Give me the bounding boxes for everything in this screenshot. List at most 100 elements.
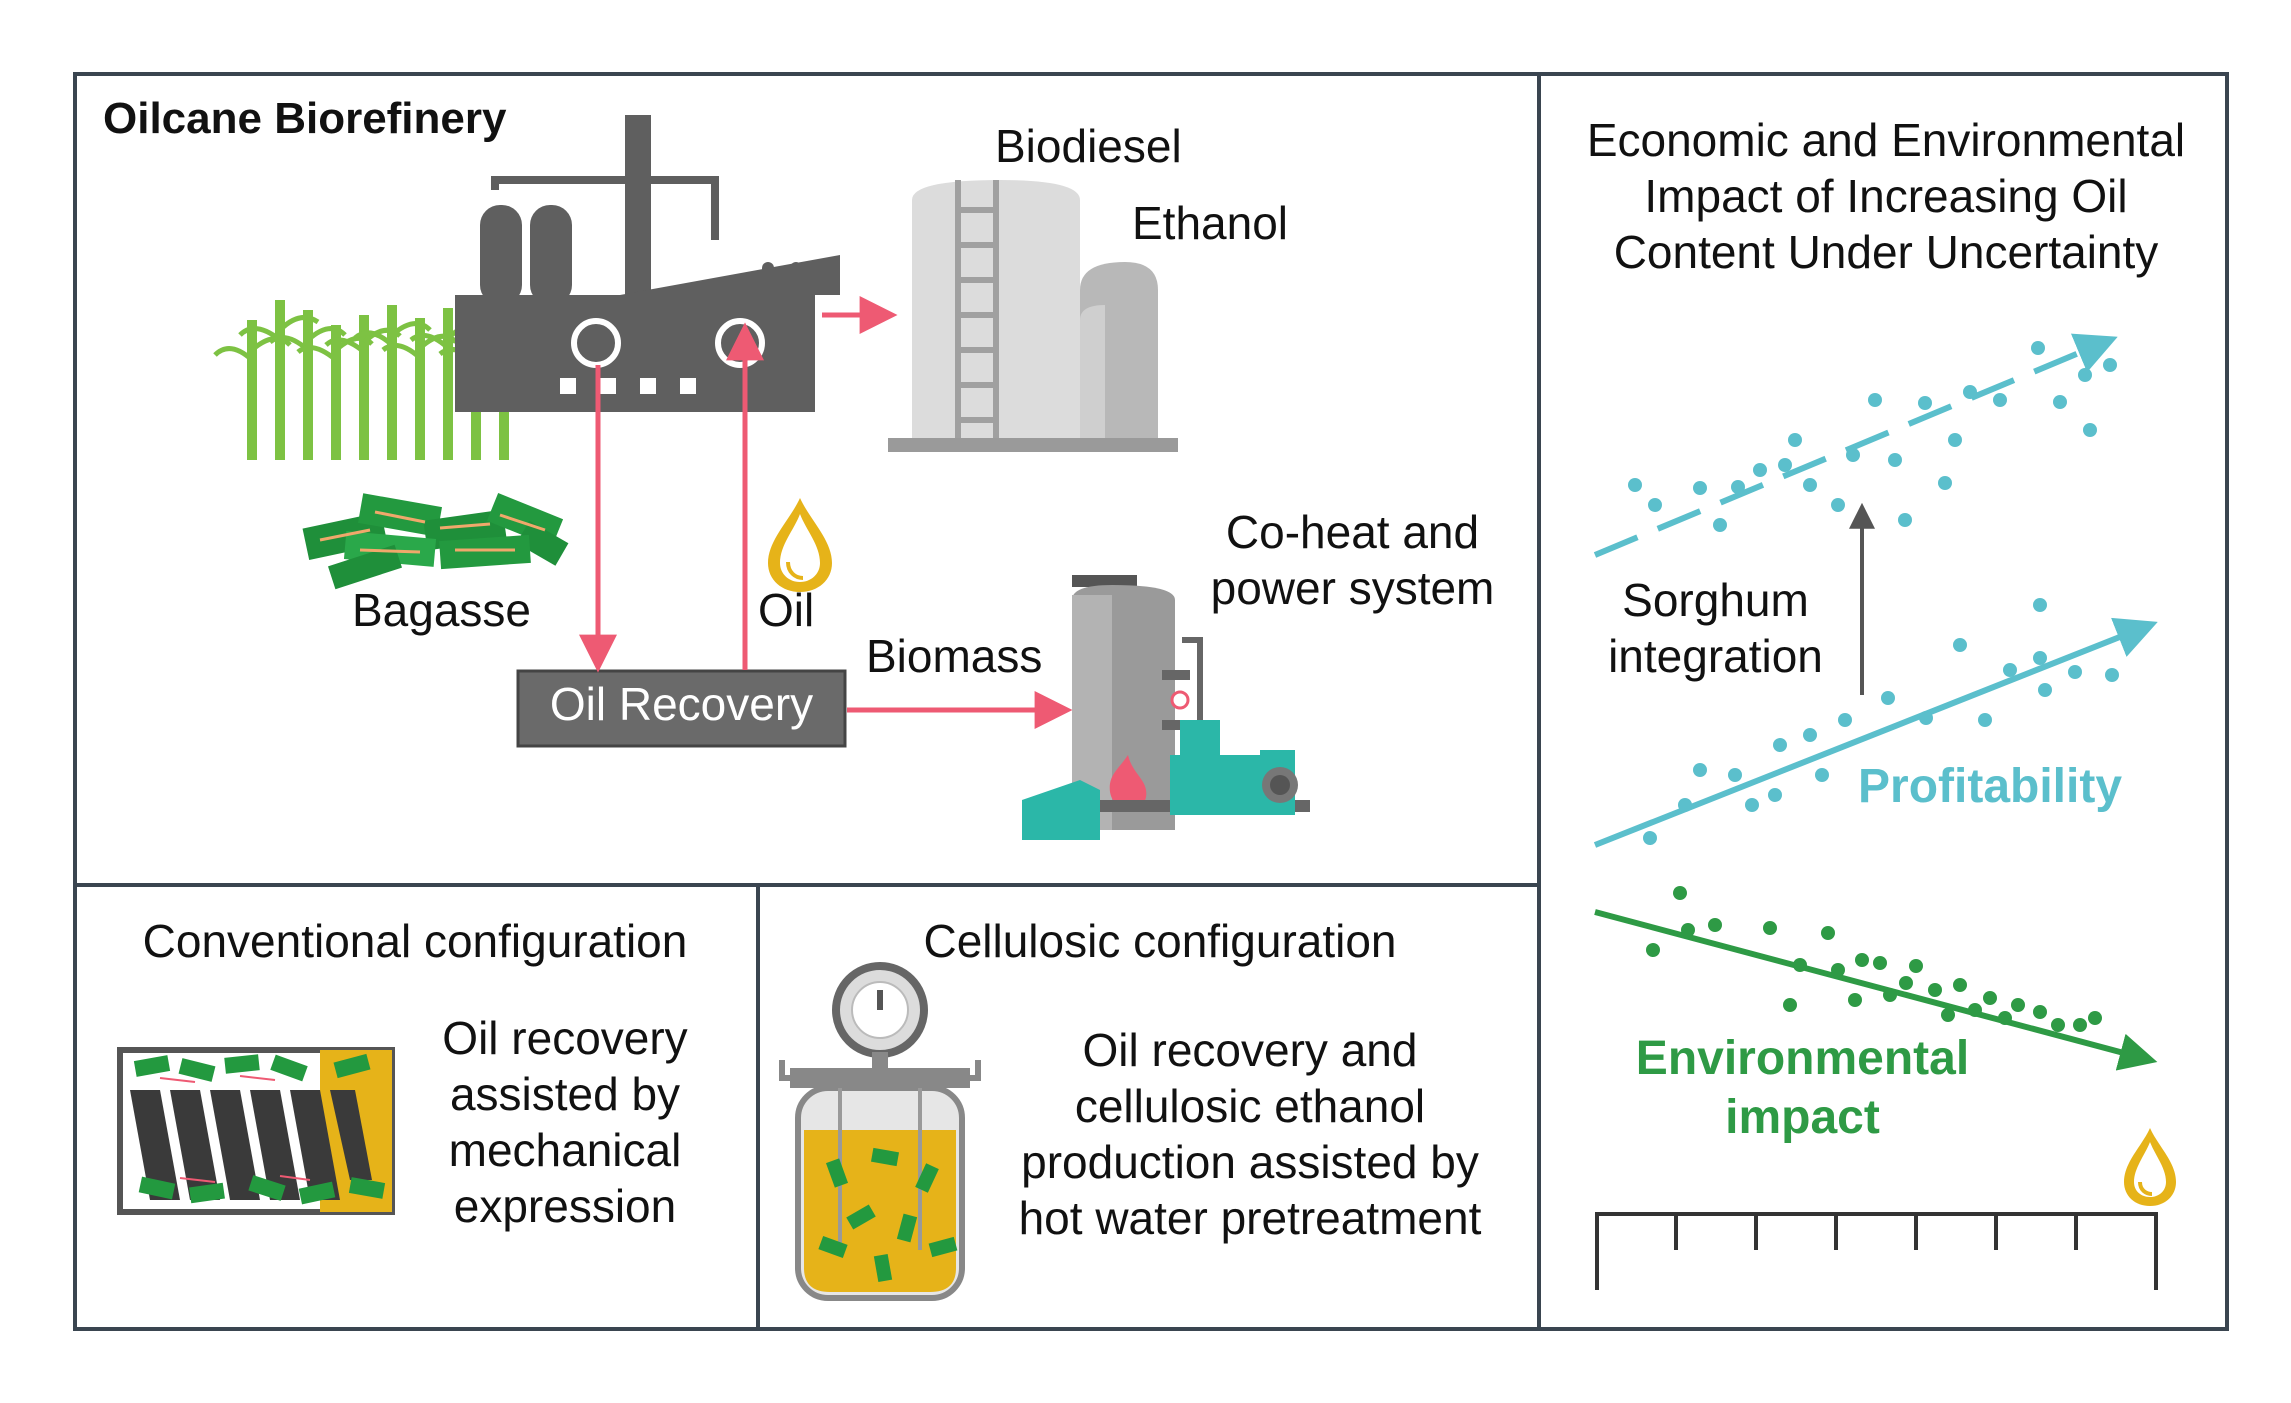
- conventional-desc-line: assisted by: [449, 1068, 681, 1121]
- conventional-desc-line: expression: [453, 1180, 677, 1233]
- scatter-point: [2103, 358, 2117, 372]
- oil-recovery-box: [516, 669, 847, 748]
- scatter-point: [2038, 683, 2052, 697]
- scatter-point: [1628, 478, 1642, 492]
- scatter-point: [1745, 798, 1759, 812]
- scatter-point: [2073, 1018, 2087, 1032]
- scatter-point: [1693, 481, 1707, 495]
- chp-system-icon: [1022, 575, 1310, 840]
- scatter-point: [1998, 1011, 2012, 1025]
- scatter-point: [1978, 713, 1992, 727]
- biomass-label: Biomass: [866, 630, 1043, 682]
- scatter-point: [1968, 1003, 1982, 1017]
- scatter-point: [2031, 341, 2045, 355]
- scatter-point: [1983, 991, 1997, 1005]
- panel-borders: [73, 72, 2229, 1331]
- scatter-point: [2083, 423, 2097, 437]
- scatter-point: [1713, 518, 1727, 532]
- cellulosic-desc-line: production assisted by: [1021, 1136, 1479, 1189]
- scatter-point: [1815, 768, 1829, 782]
- scatter-point: [2068, 665, 2082, 679]
- scatter-point: [1909, 959, 1923, 973]
- right-panel-title: Economic and Environmental Impact of Inc…: [1545, 112, 2227, 280]
- oil-label: Oil: [758, 584, 815, 636]
- scatter-point: [1708, 918, 1722, 932]
- scatter-point: [1681, 923, 1695, 937]
- ethanol-label: Ethanol: [1132, 197, 1289, 249]
- scatter-point: [1803, 728, 1817, 742]
- profitability-scatter-points: [1643, 598, 2119, 845]
- scatter-point: [1763, 921, 1777, 935]
- scatter-point: [1773, 738, 1787, 752]
- scatter-point: [2003, 663, 2017, 677]
- scatter-point: [1848, 993, 1862, 1007]
- scatter-point: [2053, 395, 2067, 409]
- scatter-point: [1898, 513, 1912, 527]
- cellulosic-title: Cellulosic configuration: [923, 915, 1397, 967]
- environmental-scatter-points: [1646, 886, 2102, 1032]
- impact-chart: [1593, 333, 2176, 1290]
- scatter-point: [1731, 480, 1745, 494]
- scatter-point: [1963, 385, 1977, 399]
- environmental-impact-label: Environmental impact: [1600, 1030, 2005, 1147]
- scatter-point: [2011, 998, 2025, 1012]
- cellulosic-description: Oil recovery and cellulosic ethanol prod…: [980, 1022, 1520, 1246]
- scatter-point: [1838, 713, 1852, 727]
- scatter-point: [2078, 368, 2092, 382]
- scatter-point: [1753, 463, 1767, 477]
- scatter-point: [1831, 498, 1845, 512]
- conventional-description: Oil recovery assisted by mechanical expr…: [400, 1010, 730, 1234]
- scatter-point: [1803, 478, 1817, 492]
- environmental-label-line: impact: [1725, 1090, 1880, 1144]
- sorghum-label-line: integration: [1608, 630, 1823, 683]
- chp-label-line: power system: [1210, 562, 1495, 615]
- scatter-point: [1918, 396, 1932, 410]
- chp-label-line: Co-heat and: [1225, 506, 1480, 558]
- scatter-point: [1948, 433, 1962, 447]
- scatter-point: [1643, 831, 1657, 845]
- scatter-point: [1778, 458, 1792, 472]
- scatter-point: [1953, 638, 1967, 652]
- factory-icon: [455, 115, 840, 412]
- scatter-point: [1673, 886, 1687, 900]
- oil-drop-icon: [768, 498, 832, 592]
- bagasse-label: Bagasse: [352, 584, 532, 636]
- right-title-line: Content Under Uncertainty: [1613, 226, 2159, 279]
- scatter-point: [1855, 953, 1869, 967]
- conventional-title: Conventional configuration: [142, 915, 688, 967]
- scatter-point: [2088, 1011, 2102, 1025]
- scatter-point: [1953, 978, 1967, 992]
- pressure-reactor-icon: [779, 962, 981, 1301]
- cellulosic-desc-line: Oil recovery and: [1082, 1024, 1418, 1076]
- scatter-point: [1881, 691, 1895, 705]
- scatter-point: [1646, 943, 1660, 957]
- oil-content-axis: [1595, 1212, 2158, 1290]
- scatter-point: [2033, 598, 2047, 612]
- conventional-desc-line: Oil recovery: [442, 1012, 688, 1064]
- mechanical-press-icon: [117, 1047, 395, 1215]
- scatter-point: [1873, 956, 1887, 970]
- scatter-point: [1846, 448, 1860, 462]
- storage-tanks-icon: [888, 180, 1178, 452]
- scatter-point: [1928, 983, 1942, 997]
- scatter-point: [1919, 711, 1933, 725]
- scatter-point: [1793, 958, 1807, 972]
- scatter-point: [1678, 798, 1692, 812]
- scatter-point: [2033, 651, 2047, 665]
- scatter-point: [1868, 393, 1882, 407]
- flow-arrows: [579, 296, 1073, 729]
- sorghum-trend-line: [1593, 333, 2118, 558]
- scatter-point: [1728, 768, 1742, 782]
- oil-recovery-label: Oil Recovery: [549, 678, 814, 730]
- scatter-point: [1768, 788, 1782, 802]
- scatter-point: [1888, 453, 1902, 467]
- cellulosic-desc-line: cellulosic ethanol: [1074, 1080, 1426, 1133]
- sorghum-integration-label: Sorghum integration: [1578, 572, 1853, 684]
- sorghum-scatter-points: [1628, 341, 2117, 532]
- scatter-point: [1788, 433, 1802, 447]
- right-title-line: Economic and Environmental: [1586, 114, 2186, 166]
- right-title-line: Impact of Increasing Oil: [1644, 170, 2128, 223]
- bagasse-pile-icon: [302, 492, 569, 590]
- scatter-point: [1941, 1008, 1955, 1022]
